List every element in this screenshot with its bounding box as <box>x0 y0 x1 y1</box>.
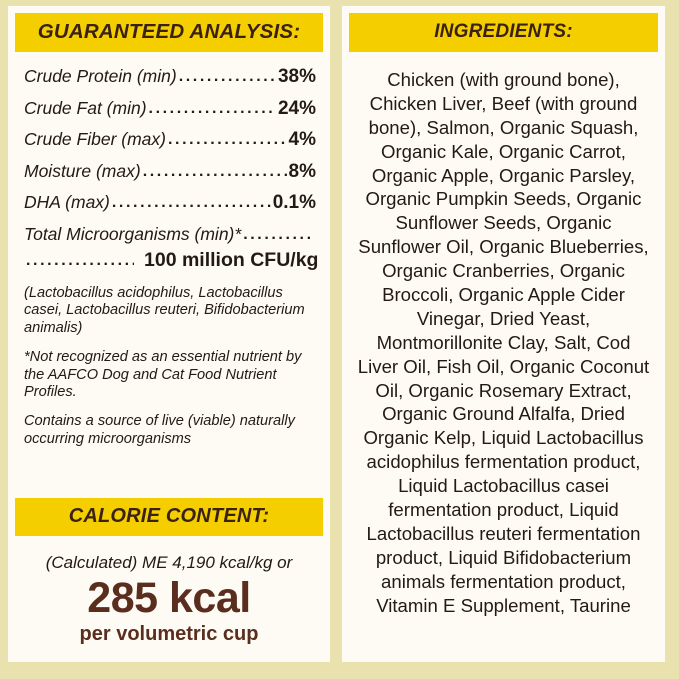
nutrient-label: Total Microorganisms (min)* <box>24 223 242 244</box>
calorie-calculated-line: (Calculated) ME 4,190 kcal/kg or <box>45 552 293 572</box>
dot-leader: ........................................… <box>243 226 314 243</box>
note-live-cultures: Contains a source of live (viable) natur… <box>24 413 295 448</box>
calorie-content-section: CALORIE CONTENT: (Calculated) ME 4,190 k… <box>8 497 330 662</box>
calorie-unit: per volumetric cup <box>79 623 259 645</box>
table-row-microorganisms: Total Microorganisms (min)* ............… <box>24 223 319 272</box>
note-aafco-disclaimer: *Not recognized as an essential nutrient… <box>24 348 302 401</box>
ingredients-list-text: Chicken (with ground bone), Chicken Live… <box>357 69 650 616</box>
guaranteed-analysis-heading: GUARANTEED ANALYSIS: <box>15 13 323 52</box>
dot-leader: ........................................… <box>26 252 134 269</box>
table-row: DHA (max) ..............................… <box>24 192 316 214</box>
dot-leader: ........................................… <box>167 132 287 148</box>
calorie-content-body: (Calculated) ME 4,190 kcal/kg or 285 kca… <box>8 536 330 652</box>
dot-leader: ........................................… <box>148 100 276 117</box>
ingredients-panel: INGREDIENTS: Chicken (with ground bone),… <box>342 6 665 662</box>
table-row: Crude Protein (min) ....................… <box>24 66 316 88</box>
calorie-content-heading: CALORIE CONTENT: <box>15 497 323 536</box>
nutrient-value: 0.1% <box>272 192 316 213</box>
nutrient-value: 38% <box>277 66 316 87</box>
nutrient-value: 4% <box>288 129 316 150</box>
nutrient-value: 100 million CFU/kg <box>144 248 319 271</box>
guaranteed-analysis-notes: (Lactobacillus acidophilus, Lactobacillu… <box>8 281 330 498</box>
dot-leader: ........................................… <box>111 195 271 211</box>
nutrient-label: Crude Fat (min) <box>24 97 147 118</box>
table-row: Moisture (max) .........................… <box>24 161 316 183</box>
nutrient-value: 24% <box>277 97 316 119</box>
nutrient-value: 8% <box>288 160 316 182</box>
nutrient-label: Crude Protein (min) <box>24 66 177 86</box>
dot-leader: ........................................… <box>142 163 287 180</box>
calorie-amount: 285 kcal <box>87 573 251 622</box>
nutrient-label: Moisture (max) <box>24 160 141 181</box>
dot-leader: ........................................… <box>178 69 276 85</box>
note-cultures: (Lactobacillus acidophilus, Lactobacillu… <box>24 284 305 337</box>
table-row: Crude Fat (min) ........................… <box>24 98 316 120</box>
nutrient-label: DHA (max) <box>24 192 110 212</box>
table-row: Crude Fiber (max) ......................… <box>24 129 316 151</box>
ingredients-heading: INGREDIENTS: <box>349 13 658 52</box>
guaranteed-analysis-panel: GUARANTEED ANALYSIS: Crude Protein (min)… <box>8 6 330 662</box>
guaranteed-analysis-rows: Crude Protein (min) ....................… <box>8 52 330 281</box>
nutrient-label: Crude Fiber (max) <box>24 129 166 149</box>
